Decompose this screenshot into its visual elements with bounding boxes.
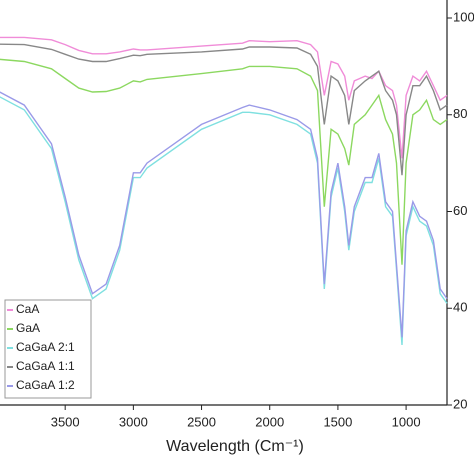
- legend-label: CaA: [16, 302, 39, 316]
- y-tick-label: 60: [453, 203, 467, 218]
- legend-label: GaA: [16, 321, 40, 335]
- y-tick-label: 80: [453, 106, 467, 121]
- x-tick-label: 1500: [323, 414, 352, 429]
- y-tick-label: 100: [453, 9, 474, 24]
- legend-label: CaGaA 1:2: [16, 378, 75, 392]
- x-tick-label: 2500: [187, 414, 216, 429]
- y-tick-label: 40: [453, 300, 467, 315]
- series-line: [0, 91, 448, 338]
- series-line: [0, 58, 448, 265]
- x-tick-label: 3000: [119, 414, 148, 429]
- x-axis-title: Wavelength (Cm⁻¹): [166, 438, 304, 455]
- series-line: [0, 43, 448, 176]
- legend-box: [4, 299, 92, 399]
- legend-label: CaGaA 1:1: [16, 359, 75, 373]
- x-tick-label: 1000: [392, 414, 421, 429]
- legend-label: CaGaA 2:1: [16, 340, 75, 354]
- x-tick-label: 2000: [255, 414, 284, 429]
- series-line: [0, 36, 448, 159]
- x-tick-label: 3500: [51, 414, 80, 429]
- y-tick-label: 20: [453, 396, 467, 411]
